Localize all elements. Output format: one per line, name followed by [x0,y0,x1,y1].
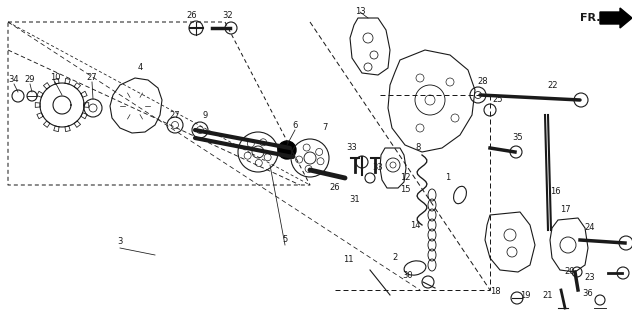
Text: FR.: FR. [580,13,600,23]
Text: 10: 10 [50,74,60,83]
Text: 8: 8 [415,143,421,153]
Text: 16: 16 [550,188,561,196]
Text: 14: 14 [410,220,420,229]
Text: 20: 20 [565,268,575,276]
Text: 13: 13 [355,7,365,17]
Text: 7: 7 [322,124,327,132]
Text: 26: 26 [186,11,197,20]
Text: 28: 28 [478,77,489,86]
Text: 5: 5 [283,236,288,244]
Text: 34: 34 [9,76,20,84]
Text: 32: 32 [222,11,233,20]
Circle shape [278,141,296,159]
Text: 25: 25 [493,95,503,105]
Text: 36: 36 [583,289,593,298]
Text: 31: 31 [349,196,360,204]
Polygon shape [600,8,632,28]
Text: 11: 11 [343,255,353,265]
Text: 19: 19 [520,291,530,300]
Text: 9: 9 [202,110,208,119]
Text: 30: 30 [403,270,413,279]
Text: 33: 33 [373,164,384,172]
Text: 21: 21 [543,291,553,300]
Text: 4: 4 [137,63,143,73]
Text: 27: 27 [169,110,180,119]
Text: 2: 2 [392,253,398,262]
Text: 22: 22 [548,81,558,90]
Text: 27: 27 [87,74,97,83]
Text: 29: 29 [25,76,35,84]
Text: 3: 3 [118,237,123,246]
Text: 24: 24 [585,223,595,233]
Text: 26: 26 [330,183,340,193]
Text: 6: 6 [293,121,298,130]
Text: 35: 35 [513,133,523,142]
Text: 15: 15 [400,186,410,195]
Text: 1: 1 [446,173,451,182]
Text: 12: 12 [400,173,410,182]
Text: 33: 33 [346,143,357,153]
Text: 17: 17 [560,205,570,214]
Text: 23: 23 [585,274,595,283]
Text: 18: 18 [490,287,501,297]
